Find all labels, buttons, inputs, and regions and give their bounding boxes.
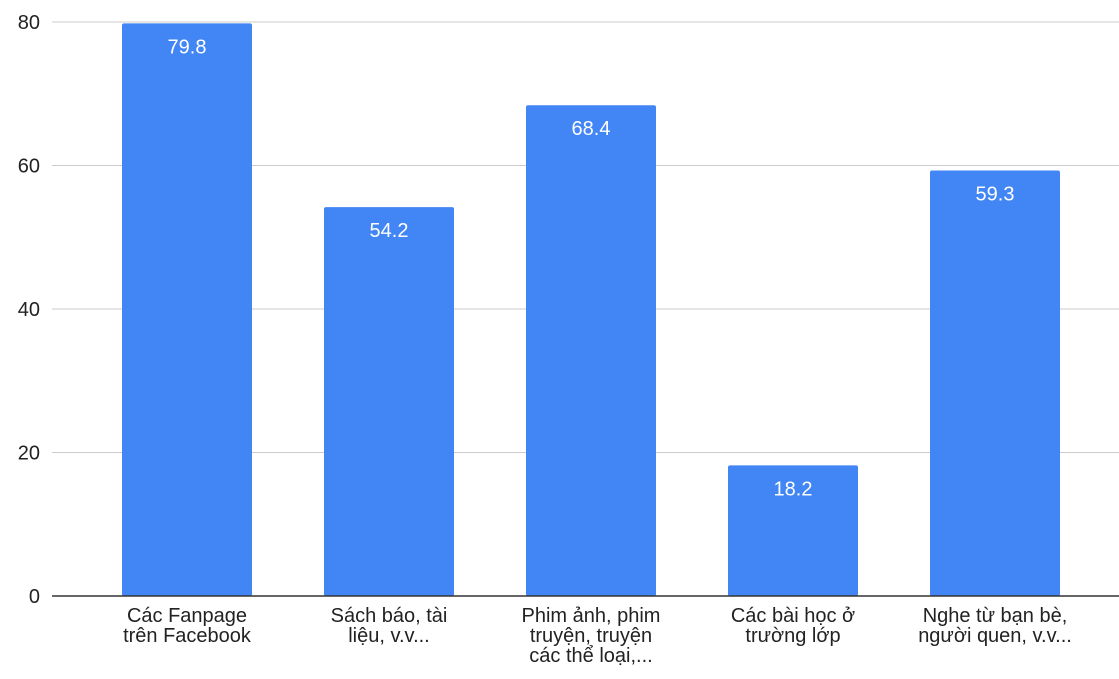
x-category-label: Nghe từ bạn bè, người quen, v.v... bbox=[918, 605, 1072, 647]
x-category-label-line: Nghe từ bạn bè, bbox=[923, 605, 1068, 627]
y-tick-label: 40 bbox=[18, 299, 40, 321]
bar bbox=[526, 105, 656, 596]
x-category-label-line: liệu, v.v... bbox=[348, 625, 430, 647]
x-category-label-line: Sách báo, tài bbox=[331, 605, 448, 627]
x-category-label-line: Phim ảnh, phim bbox=[522, 605, 661, 627]
bars bbox=[122, 23, 1060, 597]
x-category-label: Các Fanpage trên Facebook bbox=[123, 605, 252, 647]
y-tick-label: 80 bbox=[18, 12, 40, 34]
bar bbox=[324, 207, 454, 597]
bar bbox=[122, 23, 252, 597]
y-axis-tick-labels: 0 20 40 60 80 bbox=[18, 12, 40, 608]
data-label: 79.8 bbox=[168, 36, 207, 58]
x-category-label-line: người quen, v.v... bbox=[918, 625, 1072, 647]
x-category-label-line: Các bài học ở bbox=[731, 605, 855, 627]
x-category-label-line: trên Facebook bbox=[123, 625, 252, 647]
x-category-label: Các bài học ở trường lớp bbox=[731, 605, 855, 647]
data-label: 18.2 bbox=[774, 478, 813, 500]
bar bbox=[930, 170, 1060, 596]
x-category-label-line: Các Fanpage bbox=[127, 605, 247, 627]
y-tick-label: 0 bbox=[29, 586, 40, 608]
data-labels: 79.8 54.2 68.4 18.2 59.3 bbox=[168, 36, 1015, 500]
x-category-label: Phim ảnh, phim truyện, truyện các thể loại… bbox=[522, 605, 661, 667]
x-category-label-line: truyện, truyện bbox=[530, 625, 652, 647]
x-category-label-line: các thể loại,... bbox=[529, 645, 652, 667]
data-label: 68.4 bbox=[572, 118, 611, 140]
x-category-label: Sách báo, tài liệu, v.v... bbox=[331, 605, 448, 647]
x-axis-category-labels: Các Fanpage trên Facebook Sách báo, tài liệ… bbox=[123, 605, 1072, 667]
data-label: 54.2 bbox=[370, 220, 409, 242]
bar bbox=[728, 465, 858, 596]
x-category-label-line: trường lớp bbox=[745, 625, 840, 647]
data-label: 59.3 bbox=[976, 184, 1015, 206]
y-tick-label: 60 bbox=[18, 156, 40, 178]
y-tick-label: 20 bbox=[18, 443, 40, 465]
